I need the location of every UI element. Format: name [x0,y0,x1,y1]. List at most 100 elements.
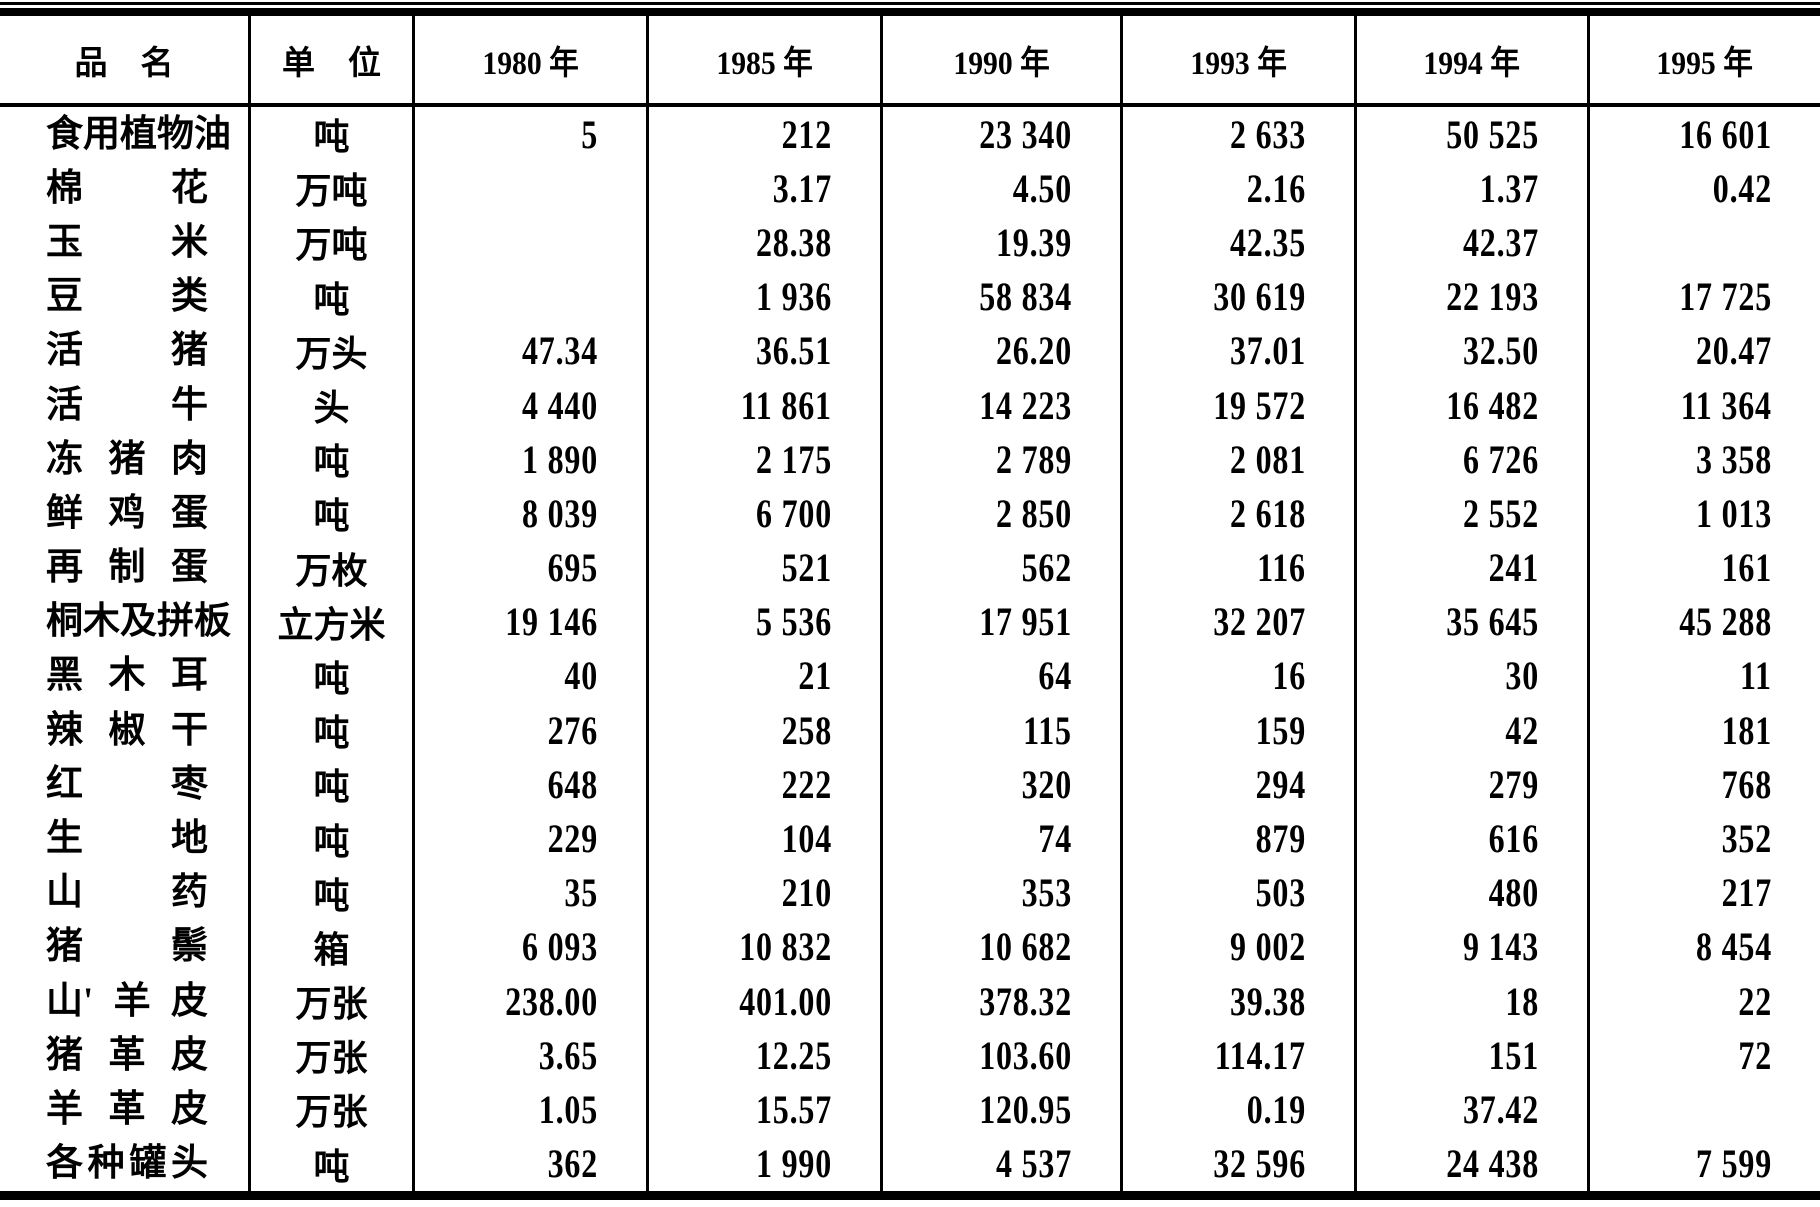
value-cell: 4.50 [883,161,1123,216]
product-name-cell: 山' 羊皮 [0,974,251,1029]
unit-cell: 万头 [251,323,415,378]
value-cell: 14 223 [883,377,1123,433]
product-name-char: 椒 [108,709,146,751]
value-text: 19.39 [996,219,1072,265]
value-cell: 30 [1357,648,1590,704]
value-text: 161 [1721,545,1772,591]
product-name-cell: 豆类 [0,269,251,324]
header-label: 单 位 [282,45,381,82]
value-cell: 6 093 [415,919,649,974]
value-cell: 18 [1357,974,1590,1029]
unit-cell: 吨 [251,703,415,758]
product-name-char: 活 [46,384,83,426]
header-cell-year-1980: 1980 年 [415,16,649,107]
value-cell: 521 [649,540,883,595]
value-cell: 159 [1123,703,1357,758]
unit-cell: 万张 [251,974,415,1029]
value-text: 8 039 [522,490,598,536]
header-label: 1994 年 [1423,45,1521,82]
value-text: 5 536 [756,599,832,645]
product-name-cell: 食用植物油 [0,107,251,162]
value-cell: 9 143 [1357,919,1590,974]
value-cell: 24 438 [1357,1136,1590,1191]
product-name-char: 油 [194,113,231,155]
value-cell: 3.65 [415,1028,649,1083]
product-name-char: 牛 [171,384,208,426]
value-text: 11 [1740,653,1772,699]
value-text: 58 834 [979,274,1072,320]
header-cell-year-1995: 1995 年 [1590,16,1820,107]
unit-cell: 吨 [251,486,415,541]
value-text: 352 [1721,816,1772,862]
value-cell [1590,1082,1820,1136]
product-name-char: 鲜 [46,492,83,534]
value-text: 120.95 [979,1086,1072,1132]
value-cell: 353 [883,865,1123,920]
value-cell: 258 [649,703,883,758]
value-text: 32 596 [1213,1141,1306,1187]
product-name-char: 花 [171,167,208,209]
value-text: 276 [547,707,598,753]
product-name-char: 猪 [46,926,83,968]
value-text: 6 726 [1463,436,1539,482]
value-text: 1.37 [1479,165,1539,211]
value-cell: 58 834 [883,269,1123,324]
value-text: 6 700 [756,490,832,536]
value-text: 320 [1021,761,1072,807]
product-name-cell: 冻猪肉 [0,432,251,487]
value-cell: 42.37 [1357,215,1590,270]
product-name-char: 鸡 [108,492,146,534]
value-text: 50 525 [1446,111,1539,157]
value-cell: 35 [415,865,649,920]
product-name-cell: 猪革皮 [0,1028,251,1083]
value-text: 695 [547,545,598,591]
value-text: 2 850 [996,490,1072,536]
value-cell: 480 [1357,865,1590,920]
value-text: 503 [1255,870,1306,916]
value-cell: 47.34 [415,323,649,378]
value-cell: 2 618 [1123,486,1357,541]
value-text: 3 358 [1696,436,1772,482]
value-text: 181 [1721,707,1772,753]
header-label: 1990 年 [953,45,1050,82]
value-text: 151 [1488,1032,1539,1078]
header-cell-product-name: 品 名 [0,16,251,107]
value-text: 30 619 [1213,274,1306,320]
value-cell: 241 [1357,540,1590,595]
value-cell: 42.35 [1123,215,1357,270]
value-text: 16 482 [1446,382,1539,428]
value-text: 879 [1255,816,1306,862]
value-text: 16 [1272,653,1306,699]
value-cell: 0.19 [1123,1082,1357,1137]
value-text: 19 572 [1213,382,1306,428]
product-name-char: 山 [46,872,83,914]
value-cell: 238.00 [415,974,649,1029]
value-text: 648 [547,761,598,807]
header-cell-year-1985: 1985 年 [649,16,883,107]
value-text: 10 832 [739,924,832,970]
value-cell: 378.32 [883,974,1123,1029]
value-text: 45 288 [1679,599,1772,645]
unit-cell: 吨 [251,1136,415,1191]
product-name-char: 黑 [46,655,83,697]
value-cell: 10 682 [883,919,1123,974]
value-text: 37.01 [1230,328,1306,374]
value-text: 47.34 [522,328,598,374]
product-name-cell: 山药 [0,865,251,920]
value-text: 42.35 [1230,219,1306,265]
value-cell: 294 [1123,757,1357,812]
product-name-char: 种 [87,1143,125,1185]
value-cell: 210 [649,865,883,920]
product-name-char: 山' [46,980,94,1022]
value-cell: 401.00 [649,974,883,1029]
value-text: 21 [798,653,832,699]
product-name-char: 植 [120,113,157,155]
value-text: 2 633 [1230,111,1306,157]
header-label: 品 名 [74,45,174,82]
value-text: 104 [781,816,832,862]
value-cell: 103.60 [883,1028,1123,1083]
value-cell: 37.01 [1123,323,1357,378]
value-cell: 2 552 [1357,486,1590,541]
product-name-char: 用 [83,113,120,155]
